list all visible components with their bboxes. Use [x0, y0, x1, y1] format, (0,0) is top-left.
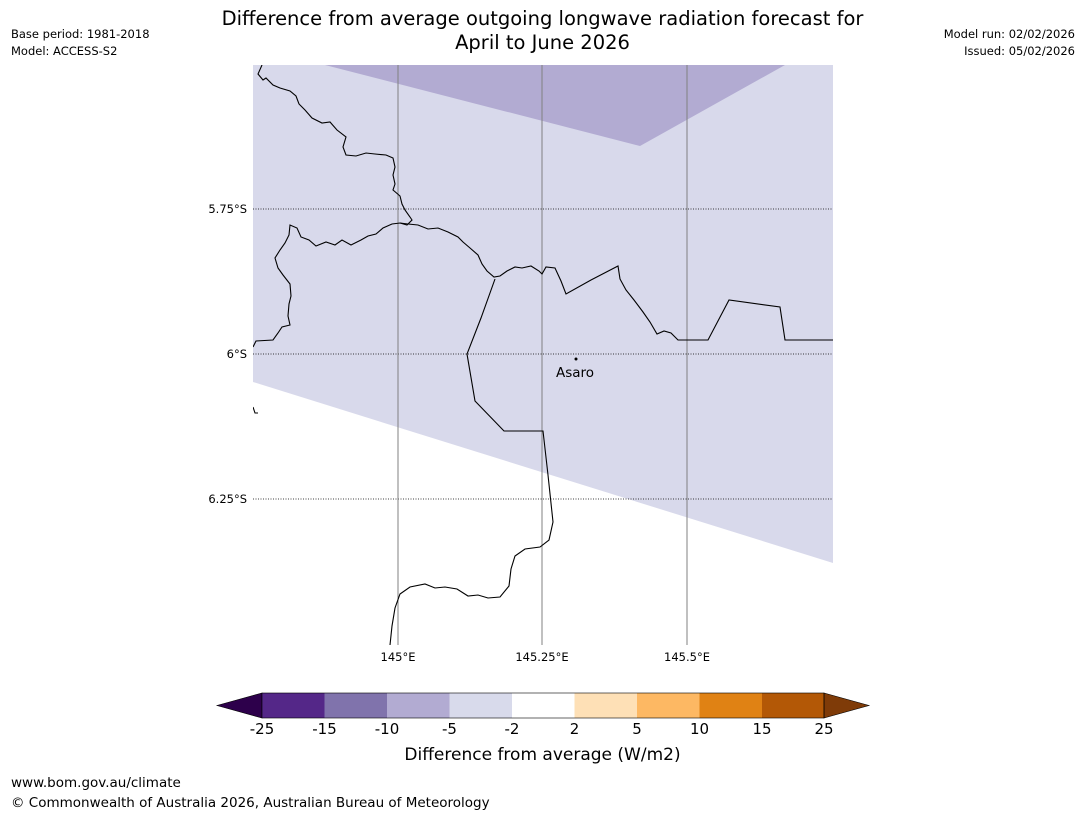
- lon-label-145-5e: 145.5°E: [664, 650, 710, 664]
- lat-label-6-25s: 6.25°S: [208, 492, 247, 506]
- colorbar-segment-8: [699, 693, 762, 718]
- colorbar-segment-4: [449, 693, 512, 718]
- colorbar-segment-3: [387, 693, 450, 718]
- colorbar-tick-6: 2: [569, 720, 580, 738]
- colorbar-tick-9: 15: [752, 720, 772, 738]
- model-run-text: Model run: 02/02/2026: [943, 27, 1075, 41]
- colorbar-tick-10: 25: [814, 720, 834, 738]
- colorbar-segment-9: [762, 693, 824, 718]
- map-content: [253, 65, 833, 645]
- shading-mid-purple: [325, 65, 785, 146]
- meta-right: Model run: 02/02/2026 Issued: 05/02/2026: [944, 26, 1075, 60]
- base-period-text: Base period: 1981-2018: [11, 27, 150, 41]
- place-label-asaro: Asaro: [556, 365, 595, 381]
- footer-copyright: © Commonwealth of Australia 2026, Austra…: [11, 795, 490, 811]
- model-text: Model: ACCESS-S2: [11, 44, 118, 58]
- coastline-fragment: [253, 406, 258, 414]
- colorbar-segment-5: [512, 693, 575, 718]
- colorbar-tick-8: 10: [689, 720, 710, 738]
- colorbar-tick-1: -25: [249, 720, 275, 738]
- colorbar-label: Difference from average (W/m2): [404, 745, 681, 765]
- chart-title: Difference from average outgoing longwav…: [0, 7, 1085, 55]
- lon-label-145-25e: 145.25°E: [515, 650, 569, 664]
- lat-label-6s: 6°S: [226, 347, 247, 361]
- colorbar-tick-4: -5: [442, 720, 457, 738]
- colorbar-tick-2: -15: [312, 720, 337, 738]
- colorbar-segment-1: [262, 693, 325, 718]
- footer-url[interactable]: www.bom.gov.au/climate: [11, 775, 181, 791]
- colorbar-outline: [261, 692, 825, 719]
- colorbar-tick-7: 5: [632, 720, 642, 738]
- meta-left: Base period: 1981-2018 Model: ACCESS-S2: [11, 26, 150, 60]
- issued-text: Issued: 05/02/2026: [964, 44, 1075, 58]
- colorbar-tick-3: -10: [374, 720, 400, 738]
- province-border-south: [389, 278, 554, 645]
- colorbar-segment-2: [324, 693, 387, 718]
- province-border-central: [399, 222, 833, 341]
- colorbar-tick-5: -2: [504, 720, 520, 738]
- colorbar-extend-low: [215, 692, 263, 719]
- colorbar-segment-7: [637, 693, 700, 718]
- asaro-marker: [574, 357, 578, 361]
- lat-label-5-75s: 5.75°S: [208, 202, 247, 216]
- lon-label-145e: 145°E: [380, 650, 416, 664]
- title-line-1: Difference from average outgoing longwav…: [221, 7, 864, 30]
- colorbar-segment-6: [574, 693, 637, 718]
- province-border-north: [253, 65, 413, 348]
- title-line-2: April to June 2026: [455, 31, 630, 54]
- colorbar-extend-high: [823, 692, 871, 719]
